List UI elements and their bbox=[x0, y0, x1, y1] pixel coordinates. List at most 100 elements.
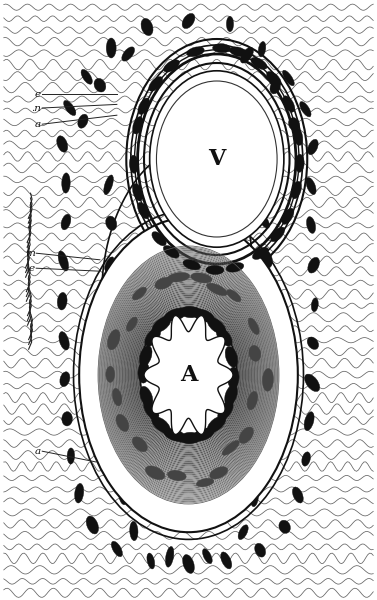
Ellipse shape bbox=[79, 218, 298, 532]
Ellipse shape bbox=[227, 16, 233, 32]
Ellipse shape bbox=[239, 427, 253, 443]
Ellipse shape bbox=[293, 128, 303, 145]
Ellipse shape bbox=[304, 412, 314, 431]
Ellipse shape bbox=[306, 178, 316, 194]
Text: a: a bbox=[35, 446, 41, 456]
Ellipse shape bbox=[230, 47, 247, 57]
Ellipse shape bbox=[225, 385, 238, 406]
Ellipse shape bbox=[102, 333, 115, 349]
Ellipse shape bbox=[262, 368, 273, 391]
Ellipse shape bbox=[213, 44, 231, 53]
Ellipse shape bbox=[265, 335, 272, 351]
Ellipse shape bbox=[67, 448, 75, 464]
Ellipse shape bbox=[225, 346, 238, 367]
Ellipse shape bbox=[258, 41, 266, 57]
Ellipse shape bbox=[179, 432, 201, 443]
Ellipse shape bbox=[264, 298, 271, 312]
Ellipse shape bbox=[267, 71, 281, 85]
Ellipse shape bbox=[305, 374, 320, 392]
Ellipse shape bbox=[279, 520, 290, 533]
Ellipse shape bbox=[255, 454, 267, 467]
Ellipse shape bbox=[193, 428, 214, 441]
Ellipse shape bbox=[64, 100, 76, 116]
Ellipse shape bbox=[145, 328, 161, 346]
Ellipse shape bbox=[155, 277, 172, 289]
Ellipse shape bbox=[302, 452, 310, 466]
Text: .n: .n bbox=[31, 103, 41, 113]
Ellipse shape bbox=[222, 440, 239, 455]
Ellipse shape bbox=[258, 214, 270, 228]
Ellipse shape bbox=[133, 116, 143, 134]
Ellipse shape bbox=[218, 401, 233, 420]
Ellipse shape bbox=[253, 247, 268, 259]
Ellipse shape bbox=[282, 70, 294, 86]
Ellipse shape bbox=[110, 452, 122, 466]
Ellipse shape bbox=[139, 346, 152, 367]
Ellipse shape bbox=[156, 81, 277, 237]
Ellipse shape bbox=[182, 554, 195, 574]
Ellipse shape bbox=[221, 552, 232, 569]
Ellipse shape bbox=[291, 181, 302, 199]
Ellipse shape bbox=[164, 428, 185, 441]
Ellipse shape bbox=[167, 470, 186, 481]
Ellipse shape bbox=[263, 373, 273, 392]
Ellipse shape bbox=[216, 328, 232, 346]
Ellipse shape bbox=[166, 547, 174, 567]
Ellipse shape bbox=[202, 549, 212, 563]
Ellipse shape bbox=[152, 232, 166, 246]
Ellipse shape bbox=[106, 412, 119, 428]
Ellipse shape bbox=[133, 184, 143, 201]
Ellipse shape bbox=[307, 217, 316, 233]
Ellipse shape bbox=[116, 414, 129, 431]
Ellipse shape bbox=[126, 317, 137, 331]
Text: V: V bbox=[208, 148, 225, 170]
Ellipse shape bbox=[293, 487, 303, 503]
Ellipse shape bbox=[311, 298, 318, 312]
Ellipse shape bbox=[270, 80, 280, 94]
Ellipse shape bbox=[130, 521, 138, 541]
Ellipse shape bbox=[262, 170, 273, 192]
Ellipse shape bbox=[249, 346, 261, 361]
Ellipse shape bbox=[271, 227, 285, 242]
Ellipse shape bbox=[105, 257, 114, 271]
Ellipse shape bbox=[182, 13, 195, 29]
Ellipse shape bbox=[86, 516, 98, 534]
Ellipse shape bbox=[107, 329, 120, 350]
Ellipse shape bbox=[122, 47, 135, 61]
Ellipse shape bbox=[207, 416, 226, 432]
Ellipse shape bbox=[152, 317, 171, 332]
Polygon shape bbox=[144, 316, 233, 434]
Ellipse shape bbox=[111, 541, 123, 557]
Ellipse shape bbox=[144, 401, 159, 419]
Ellipse shape bbox=[295, 154, 304, 172]
Ellipse shape bbox=[112, 388, 122, 406]
Ellipse shape bbox=[164, 60, 179, 72]
Ellipse shape bbox=[75, 484, 84, 503]
Ellipse shape bbox=[165, 308, 186, 321]
Ellipse shape bbox=[81, 70, 92, 84]
Ellipse shape bbox=[140, 308, 237, 442]
Ellipse shape bbox=[141, 19, 153, 35]
Ellipse shape bbox=[288, 118, 300, 131]
Ellipse shape bbox=[138, 98, 150, 115]
Ellipse shape bbox=[196, 478, 214, 487]
Ellipse shape bbox=[147, 553, 155, 569]
Ellipse shape bbox=[308, 257, 319, 273]
Ellipse shape bbox=[258, 412, 271, 430]
Ellipse shape bbox=[61, 214, 71, 230]
Ellipse shape bbox=[138, 202, 149, 219]
Ellipse shape bbox=[78, 114, 88, 128]
Ellipse shape bbox=[167, 272, 190, 282]
Text: A: A bbox=[180, 364, 197, 386]
Ellipse shape bbox=[57, 292, 67, 310]
Ellipse shape bbox=[62, 412, 72, 426]
Ellipse shape bbox=[307, 337, 319, 349]
Ellipse shape bbox=[60, 372, 70, 386]
Ellipse shape bbox=[106, 216, 117, 230]
Ellipse shape bbox=[210, 467, 228, 479]
Ellipse shape bbox=[105, 295, 113, 307]
Ellipse shape bbox=[59, 332, 69, 350]
Ellipse shape bbox=[94, 79, 106, 92]
Ellipse shape bbox=[251, 489, 258, 507]
Ellipse shape bbox=[300, 101, 311, 117]
